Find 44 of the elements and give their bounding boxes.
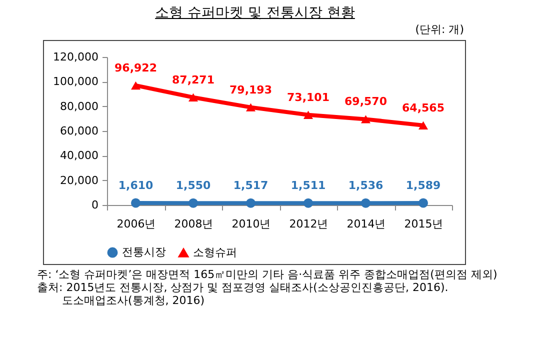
point xyxy=(304,198,313,208)
point xyxy=(131,198,140,208)
text: 도소매업조사(통계청, 2016) xyxy=(61,294,206,307)
data-label: 1,517 xyxy=(233,179,268,192)
y-tick-label: 80,000 xyxy=(60,100,98,113)
data-label: 96,922 xyxy=(114,61,157,74)
point xyxy=(131,81,140,90)
x-tick-label: 2012년 xyxy=(289,218,328,230)
data-label: 1,589 xyxy=(406,179,441,192)
point xyxy=(418,198,428,208)
point xyxy=(246,198,256,208)
y-tick-label: 120,000 xyxy=(53,50,98,64)
x-tick-label: 2010년 xyxy=(232,218,271,230)
data-label: 1,610 xyxy=(118,179,154,192)
data-label: 1,536 xyxy=(348,179,384,192)
text: (단위: 개) xyxy=(415,22,464,37)
data-label: 1,511 xyxy=(290,179,326,192)
point xyxy=(246,103,256,112)
source-note: 출처: 2015년도 전통시장, 상점가 및 점포경영 실태조사(소상공인진흥공단, 2016). xyxy=(37,281,450,294)
data-label: 79,193 xyxy=(230,83,272,96)
point xyxy=(188,198,198,208)
legend-label: 전통시장 xyxy=(122,246,166,259)
data-label: 73,101 xyxy=(287,90,330,104)
point xyxy=(361,198,370,208)
y-tick-label: 100,000 xyxy=(53,75,98,88)
point xyxy=(304,110,313,119)
x-tick-label: 2014년 xyxy=(346,218,386,230)
data-label: 1,550 xyxy=(176,179,211,192)
point xyxy=(188,93,198,102)
text: 주: ‘소형 슈퍼마켓’은 매장면적 165㎡미만의 기타 음·식료품 위주 종합소매업점(편의점 제외) xyxy=(37,268,498,281)
x-tick-label: 2008년 xyxy=(174,218,214,230)
y-tick-label: 40,000 xyxy=(60,149,98,162)
x-tick-label: 2015년 xyxy=(404,218,444,230)
chart-title: 소형 슈퍼마켓 및 전통시장 현황 xyxy=(154,4,356,22)
x-tick-label: 2006년 xyxy=(116,218,156,230)
y-tick-label: 0 xyxy=(92,198,98,212)
y-tick-label: 60,000 xyxy=(60,124,98,138)
legend-label: 소형슈퍼 xyxy=(193,246,237,259)
data-label: 87,271 xyxy=(172,73,214,86)
data-label: 64,565 xyxy=(402,101,444,114)
y-tick-label: 20,000 xyxy=(60,174,98,187)
point xyxy=(418,121,428,130)
point xyxy=(361,115,370,124)
data-label: 69,570 xyxy=(344,95,388,108)
